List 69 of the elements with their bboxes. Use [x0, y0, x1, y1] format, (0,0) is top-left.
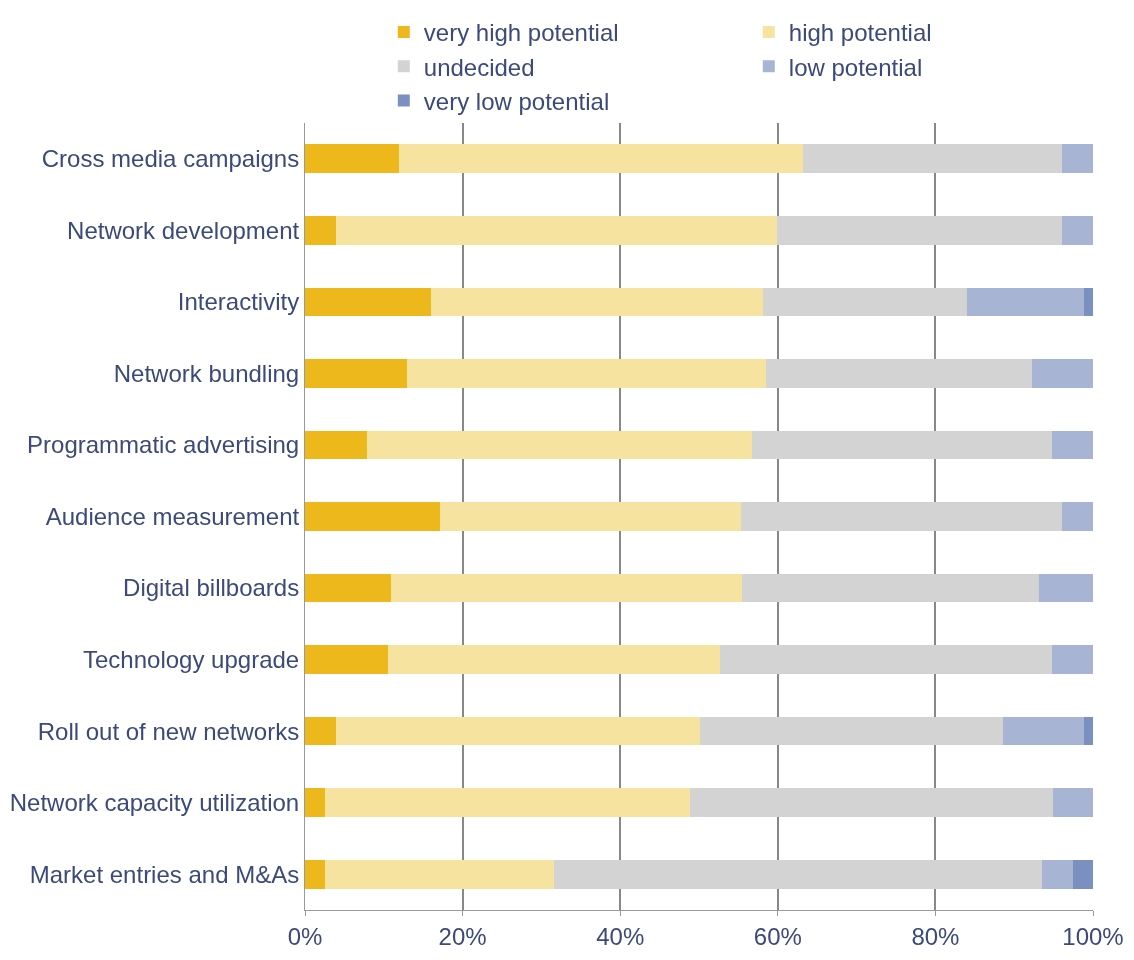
bar	[1052, 645, 1093, 674]
bar	[1032, 359, 1093, 388]
x-tick-label: 60%	[753, 922, 802, 950]
bar	[1052, 788, 1093, 817]
bar	[305, 359, 408, 388]
bar	[367, 430, 752, 460]
bar	[1039, 573, 1093, 603]
x-tick-label: 20%	[438, 922, 487, 950]
y-tick-label: Network development	[67, 216, 300, 244]
bar	[765, 359, 1033, 388]
x-tick-label: 0%	[287, 922, 323, 950]
bar	[390, 573, 742, 603]
bar	[305, 859, 326, 889]
bar	[803, 144, 1063, 174]
bar	[741, 573, 1040, 603]
bar	[751, 430, 1053, 460]
bar	[305, 645, 388, 674]
bar	[431, 287, 763, 317]
bar	[305, 788, 326, 817]
bar	[1052, 430, 1093, 460]
bar	[699, 716, 1004, 746]
y-tick-label: Audience measurement	[45, 502, 300, 530]
bar	[1003, 716, 1084, 746]
bar	[1062, 144, 1093, 174]
bar	[740, 502, 1063, 531]
y-tick-label: Programmatic advertising	[27, 431, 300, 459]
bar	[325, 859, 555, 889]
y-tick-label: Digital billboards	[123, 574, 300, 602]
bar	[305, 430, 368, 460]
bar	[305, 573, 391, 603]
y-tick-label: Roll out of new networks	[37, 717, 300, 745]
bar	[1062, 502, 1093, 531]
y-tick-label: Market entries and M&As	[29, 860, 300, 888]
bar	[554, 859, 1042, 889]
x-tick-label: 80%	[911, 922, 960, 950]
bar	[398, 144, 804, 174]
x-tick-label: 40%	[596, 922, 645, 950]
bar	[305, 287, 432, 317]
y-tick-label: Interactivity	[177, 288, 300, 316]
bar	[387, 645, 721, 674]
legend-label: very high potential	[423, 19, 619, 47]
bar	[439, 502, 741, 531]
bar	[335, 216, 778, 245]
x-tick-label: 100%	[1062, 922, 1124, 950]
y-tick-label: Technology upgrade	[83, 645, 300, 673]
y-tick-label: Network capacity utilization	[9, 789, 300, 817]
bar	[407, 359, 766, 388]
legend-label: low potential	[788, 53, 923, 81]
bar	[1083, 287, 1093, 317]
legend-label: very low potential	[423, 87, 610, 115]
legend-label: high potential	[788, 19, 932, 47]
legend-label: undecided	[423, 53, 535, 81]
bar	[305, 502, 440, 531]
bar	[966, 287, 1084, 317]
bar	[305, 216, 336, 245]
y-tick-label: Cross media campaigns	[41, 145, 300, 173]
bar	[762, 287, 967, 317]
bar	[305, 716, 336, 746]
bar	[720, 645, 1053, 674]
bar	[1062, 216, 1093, 245]
y-tick-label: Network bundling	[113, 359, 300, 387]
bar	[335, 716, 700, 746]
bar	[1041, 859, 1074, 889]
bar	[305, 144, 399, 174]
bar	[325, 788, 690, 817]
bar	[1083, 716, 1093, 746]
bar	[1073, 859, 1093, 889]
bar	[777, 216, 1063, 245]
bar	[689, 788, 1053, 817]
